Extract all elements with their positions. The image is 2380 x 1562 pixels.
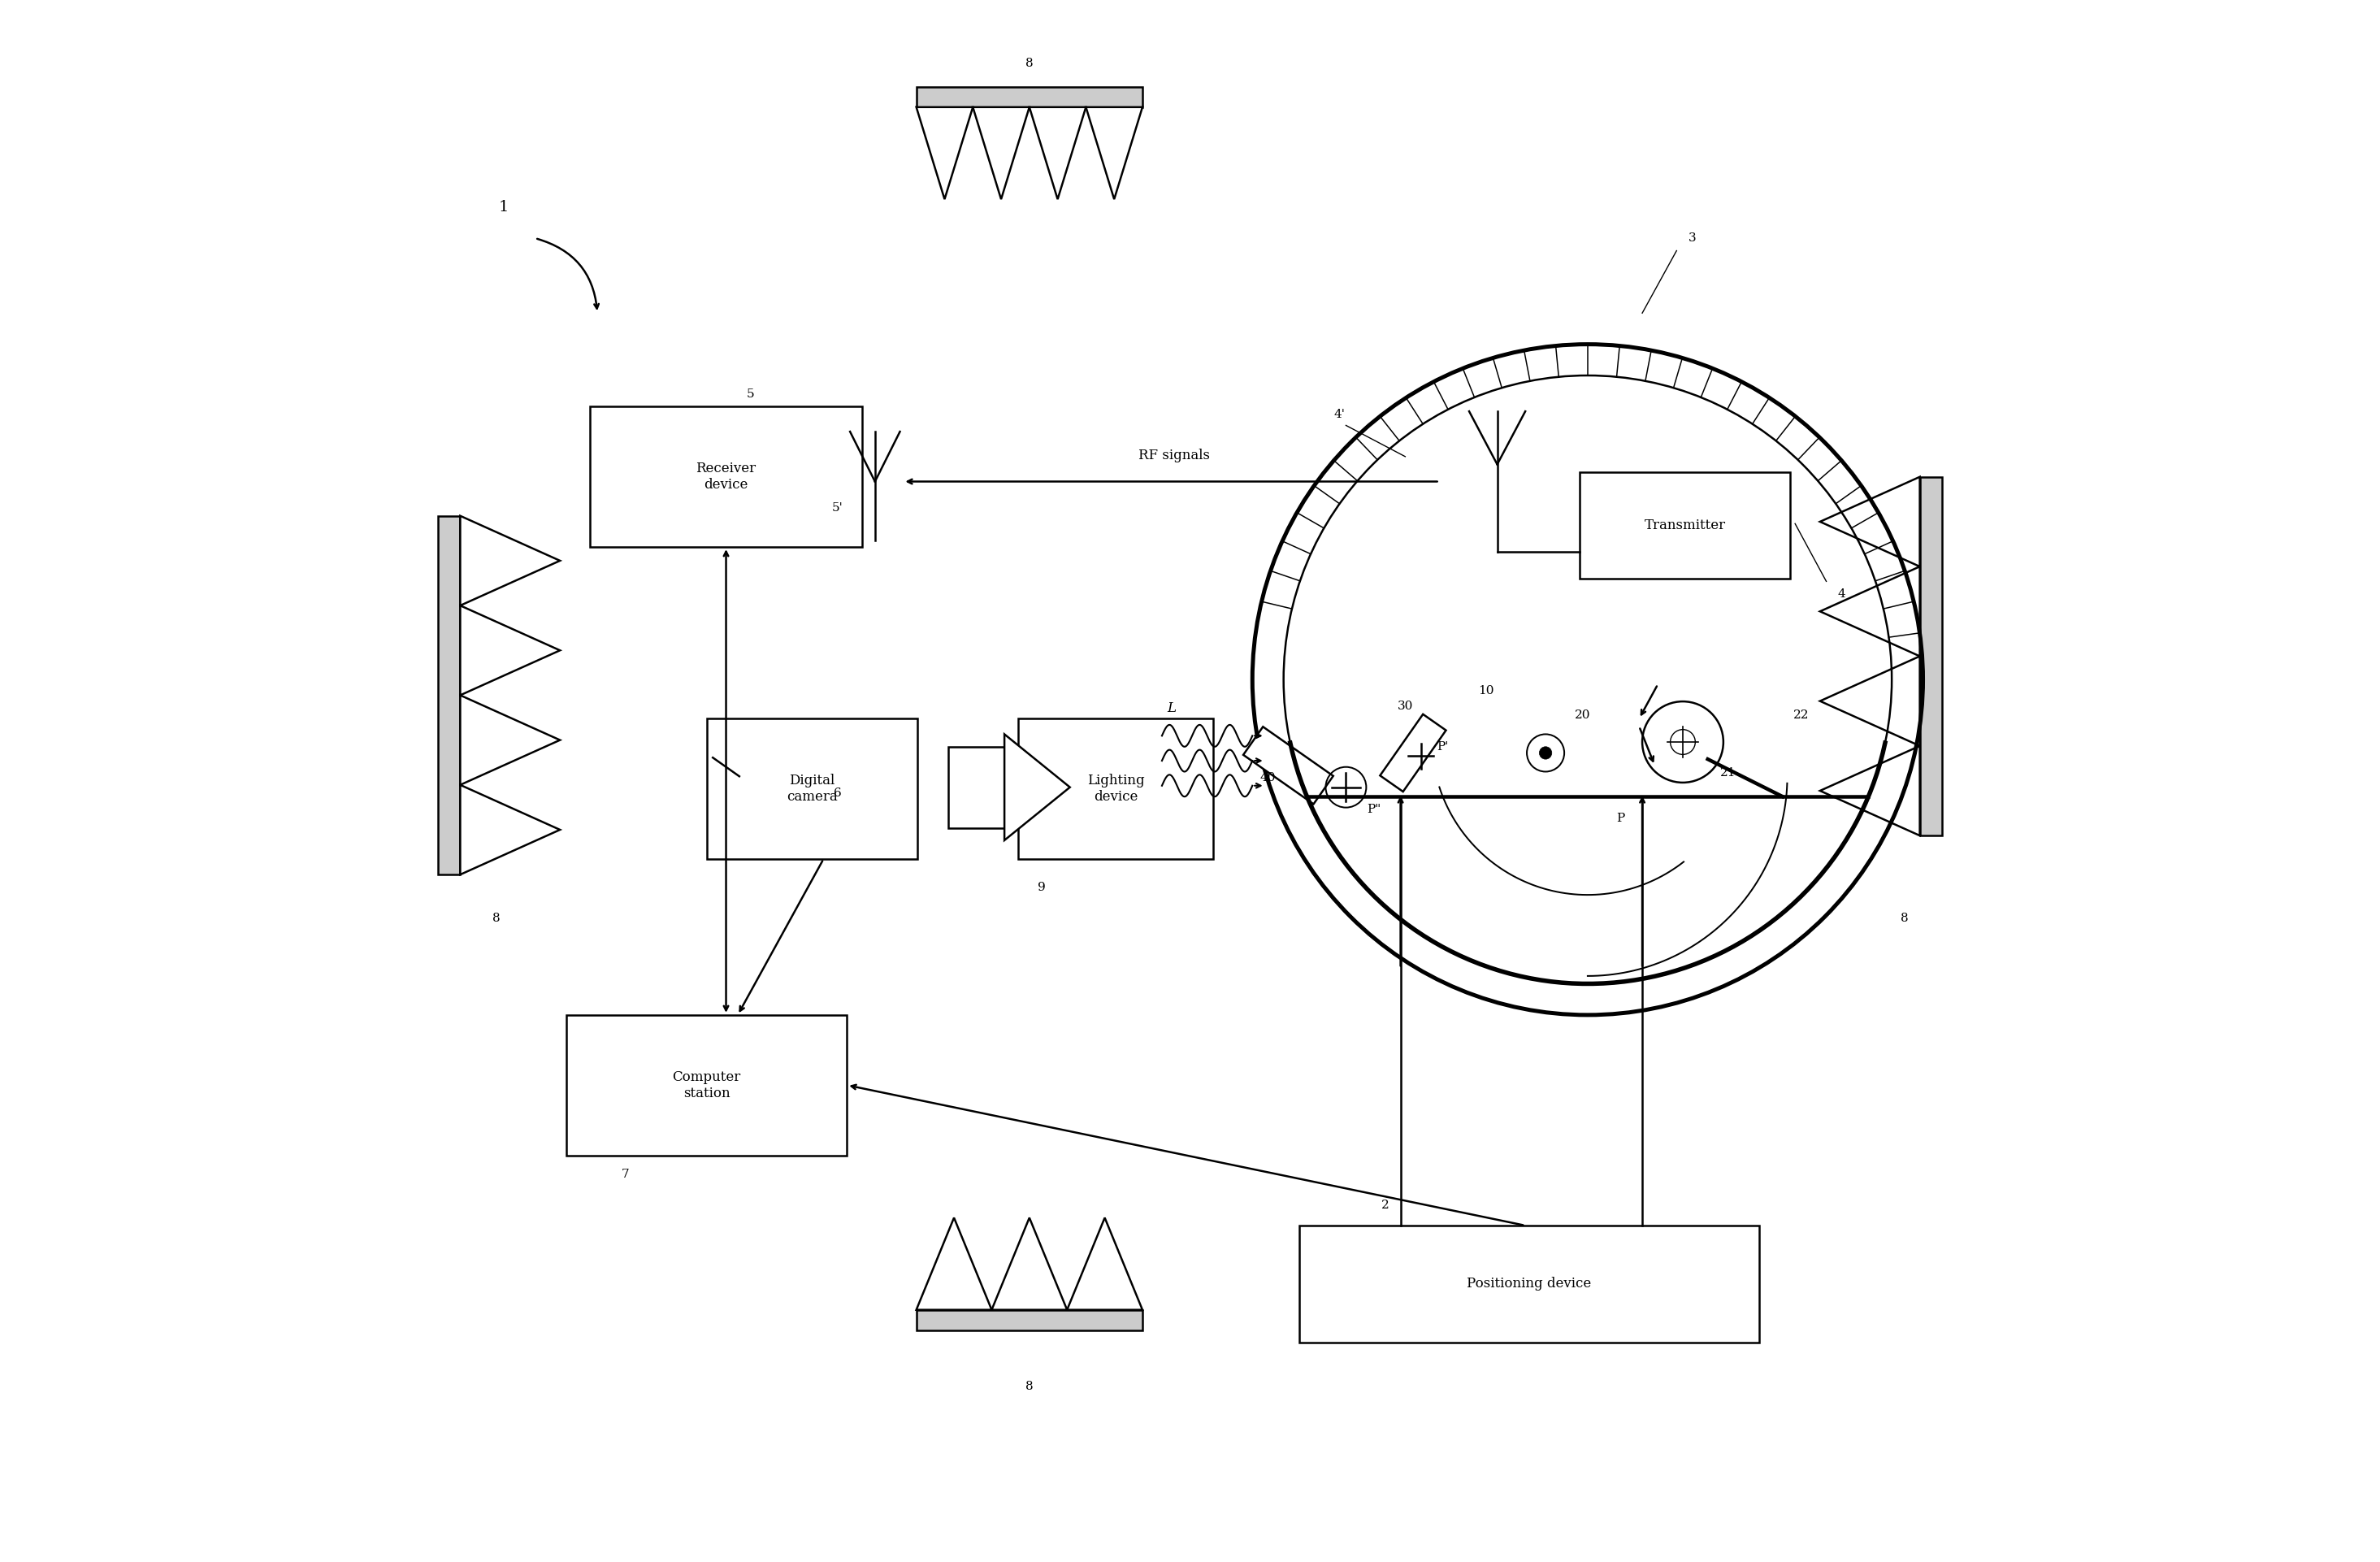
Text: 5': 5' (833, 503, 843, 514)
Text: Lighting
device: Lighting device (1088, 773, 1145, 804)
Text: 40: 40 (1259, 772, 1276, 784)
Text: P": P" (1366, 803, 1380, 815)
Polygon shape (1821, 567, 1921, 656)
Polygon shape (1004, 734, 1071, 840)
Text: 6: 6 (833, 787, 843, 800)
Bar (916, 87, 1142, 108)
Text: 4': 4' (1335, 409, 1345, 420)
Text: Computer
station: Computer station (671, 1070, 740, 1100)
Bar (590, 406, 862, 547)
Text: Positioning device: Positioning device (1466, 1278, 1592, 1290)
Text: Digital
camera: Digital camera (785, 773, 838, 804)
Polygon shape (1380, 714, 1447, 792)
Circle shape (1540, 747, 1552, 759)
Polygon shape (459, 695, 559, 784)
Bar (916, 1311, 1142, 1329)
Text: 5: 5 (747, 389, 754, 400)
Bar (947, 747, 1004, 828)
Text: 8: 8 (1899, 912, 1909, 925)
Bar (566, 1015, 847, 1156)
Polygon shape (916, 1218, 992, 1311)
Polygon shape (916, 108, 973, 200)
Text: 3: 3 (1687, 233, 1697, 244)
Polygon shape (1821, 476, 1921, 567)
Text: 8: 8 (1026, 1381, 1033, 1392)
Text: 30: 30 (1397, 700, 1414, 712)
Text: Receiver
device: Receiver device (695, 462, 757, 492)
Bar (707, 719, 916, 859)
Polygon shape (1821, 747, 1921, 836)
Circle shape (1642, 701, 1723, 783)
Text: P: P (1616, 812, 1626, 825)
Text: 21: 21 (1721, 767, 1735, 779)
Polygon shape (459, 606, 559, 695)
Bar (1019, 719, 1214, 859)
Polygon shape (1821, 656, 1921, 747)
Text: 7: 7 (621, 1168, 628, 1179)
Bar (1921, 476, 1942, 836)
Text: 22: 22 (1795, 709, 1809, 722)
Bar (1580, 472, 1790, 578)
Text: 9: 9 (1038, 881, 1045, 893)
Bar (438, 515, 459, 875)
Text: 4: 4 (1837, 589, 1847, 600)
Polygon shape (459, 515, 559, 606)
Polygon shape (973, 108, 1031, 200)
Polygon shape (459, 784, 559, 875)
Text: RF signals: RF signals (1138, 448, 1209, 462)
Bar (1299, 1226, 1759, 1342)
Text: 8: 8 (1026, 58, 1033, 69)
Polygon shape (1066, 1218, 1142, 1311)
Polygon shape (1242, 726, 1333, 804)
Polygon shape (1031, 108, 1085, 200)
Text: 8: 8 (493, 912, 500, 925)
Text: Transmitter: Transmitter (1645, 519, 1726, 533)
Text: 2: 2 (1380, 1200, 1390, 1211)
Text: 1: 1 (500, 200, 509, 214)
Text: P': P' (1438, 740, 1449, 753)
Text: 20: 20 (1576, 709, 1590, 722)
Polygon shape (1085, 108, 1142, 200)
Polygon shape (992, 1218, 1066, 1311)
Text: 10: 10 (1478, 684, 1495, 697)
Text: L: L (1166, 701, 1176, 715)
